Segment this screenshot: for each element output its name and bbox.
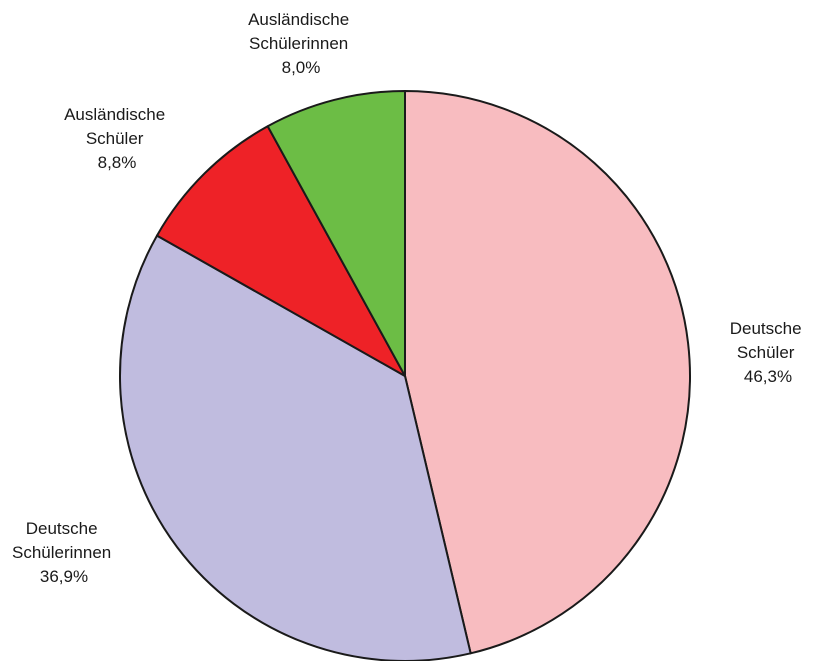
label-deutsche-schuelerinnen-line2: Schülerinnen [12,543,111,562]
label-deutsche-schuelerinnen: Deutsche Schülerinnen 36,9% [12,519,116,586]
label-deutsche-schuelerinnen-line1: Deutsche [26,519,98,538]
label-deutsche-schueler-line1: Deutsche [730,319,802,338]
pie-slice-de_m [404,90,691,655]
label-auslaendische-schueler-line2: Schüler [86,129,144,148]
pie-slices [119,90,691,662]
label-deutsche-schueler-line2: Schüler [737,343,795,362]
label-auslaendische-schuelerinnen: Ausländische Schülerinnen 8,0% [248,10,354,77]
label-auslaendische-schueler-value: 8,8% [98,153,137,172]
label-auslaendische-schueler: Ausländische Schüler 8,8% [64,105,170,172]
pie-slice-aus_f [266,90,406,377]
label-auslaendische-schuelerinnen-line1: Ausländische [248,10,349,29]
pie-slice-de_f [119,234,472,662]
label-auslaendische-schuelerinnen-value: 8,0% [282,58,321,77]
label-deutsche-schueler-value: 46,3% [744,367,792,386]
label-auslaendische-schueler-line1: Ausländische [64,105,165,124]
pie-slice-aus_m [156,125,406,377]
label-deutsche-schueler: Deutsche Schüler 46,3% [730,319,807,386]
label-auslaendische-schuelerinnen-line2: Schülerinnen [249,34,348,53]
label-deutsche-schuelerinnen-value: 36,9% [40,567,88,586]
